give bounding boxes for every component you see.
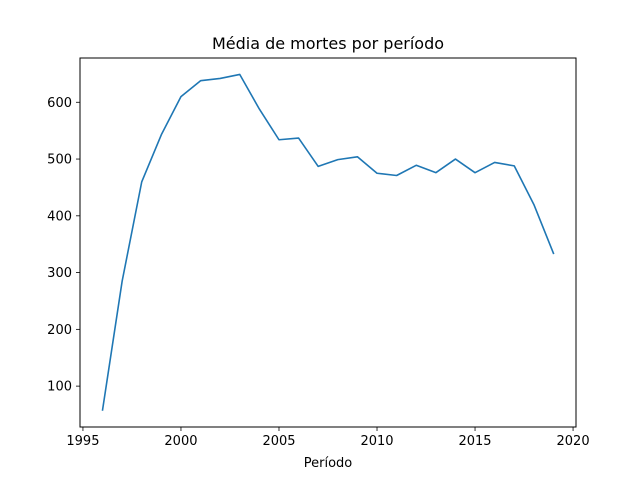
x-tick-label: 2000 [164,434,197,449]
y-tick-label: 200 [47,323,72,338]
x-tick-label: 2020 [557,434,590,449]
y-axis: 100 200 300 400 500 600 [47,96,80,395]
y-tick-label: 300 [47,266,72,281]
plot-area [101,73,555,411]
y-tick-label: 100 [47,380,72,395]
y-tick-label: 500 [47,153,72,168]
x-tick-label: 2015 [458,434,491,449]
x-axis: 1995 2000 2005 2010 2015 2020 [66,427,590,449]
y-tick-label: 400 [47,209,72,224]
x-tick-label: 1995 [66,434,99,449]
chart-title: Média de mortes por período [212,34,444,53]
plot-frame [79,57,577,428]
x-tick-label: 2005 [262,434,295,449]
series-line-0 [101,73,555,411]
x-axis-label: Período [304,456,353,471]
x-tick-label: 2010 [360,434,393,449]
y-tick-label: 600 [47,96,72,111]
